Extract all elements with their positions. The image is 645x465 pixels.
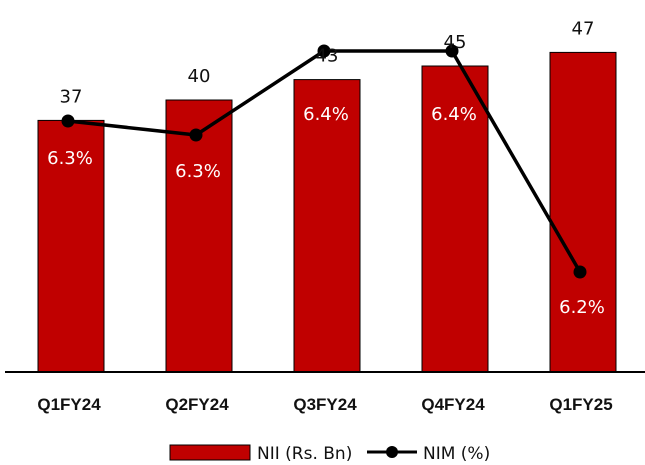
- category-label: Q1FY25: [549, 395, 612, 414]
- nim-value-label: 6.3%: [47, 148, 93, 169]
- nim-value-label: 6.4%: [431, 104, 477, 125]
- legend-bar-swatch: [169, 444, 251, 461]
- category-label: Q4FY24: [421, 395, 485, 414]
- nim-point-q1fy25: [573, 265, 587, 279]
- bar-value-label: 37: [60, 86, 83, 107]
- category-label: Q2FY24: [165, 395, 229, 414]
- labels-layer: 37 40 43 45 47 6.3% 6.3% 6.4% 6.4% 6.2%: [47, 18, 605, 318]
- nim-point-q1fy24: [61, 114, 75, 128]
- nim-value-label: 6.2%: [559, 297, 605, 318]
- category-label: Q3FY24: [293, 395, 357, 414]
- nim-value-label: 6.3%: [175, 161, 221, 182]
- bar-q2fy24: [165, 99, 233, 373]
- legend-line-label: NIM (%): [423, 444, 490, 464]
- bar-value-label: 45: [444, 32, 467, 53]
- category-label: Q1FY24: [37, 395, 101, 414]
- nim-line-layer: [61, 44, 587, 279]
- bar-value-label: 40: [188, 66, 211, 87]
- bar-value-label: 47: [572, 18, 595, 39]
- nim-point-q4fy24: [445, 44, 459, 58]
- bar-q1fy25: [549, 51, 617, 373]
- legend-line-marker: [386, 446, 398, 458]
- bar-value-label: 43: [316, 46, 339, 67]
- bar-q3fy24: [293, 79, 361, 373]
- nim-value-label: 6.4%: [303, 104, 349, 125]
- category-labels: Q1FY24 Q2FY24 Q3FY24 Q4FY24 Q1FY25: [37, 395, 612, 414]
- bar-q1fy24: [37, 119, 105, 373]
- nim-point-q2fy24: [189, 128, 203, 142]
- legend-bar-label: NII (Rs. Bn): [257, 444, 352, 464]
- bar-q4fy24: [421, 65, 489, 373]
- nim-point-q3fy24: [317, 44, 331, 58]
- bars-layer: [37, 51, 617, 373]
- legend: NII (Rs. Bn) NIM (%): [169, 444, 490, 464]
